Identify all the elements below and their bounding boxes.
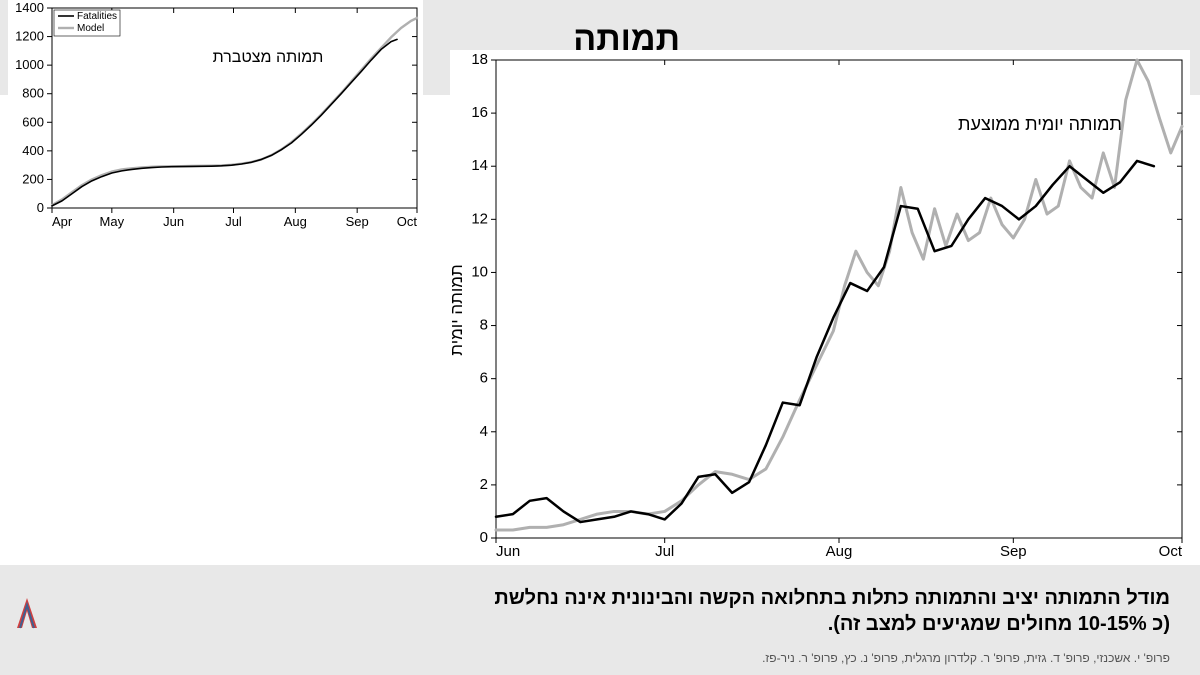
svg-text:0: 0	[37, 200, 44, 215]
svg-text:0: 0	[480, 529, 488, 546]
svg-text:Oct: Oct	[1159, 543, 1183, 560]
svg-text:Sep: Sep	[346, 214, 369, 229]
svg-text:Aug: Aug	[284, 214, 307, 229]
svg-text:800: 800	[22, 86, 44, 101]
svg-text:14: 14	[471, 157, 488, 174]
svg-text:Jun: Jun	[496, 543, 520, 560]
svg-text:Jun: Jun	[163, 214, 184, 229]
svg-text:600: 600	[22, 114, 44, 129]
svg-text:4: 4	[480, 423, 488, 440]
svg-text:Model: Model	[77, 23, 104, 34]
svg-text:1000: 1000	[15, 57, 44, 72]
summary-text: מודל התמותה יציב והתמותה כתלות בתחלואה ה…	[494, 585, 1170, 637]
svg-text:12: 12	[471, 210, 488, 227]
chart-cumulative-mortality: 0 200 400 600 800 1000 1200 1400 Apr May Jun Jul Aug…	[8, 0, 423, 230]
logo-icon	[12, 593, 42, 639]
svg-text:Fatalities: Fatalities	[77, 11, 117, 22]
svg-text:6: 6	[480, 370, 488, 387]
svg-text:Sep: Sep	[1000, 543, 1027, 560]
svg-text:10: 10	[471, 263, 488, 280]
credits-text: פרופ' י. אשכנזי, פרופ' ד. גזית, פרופ' ר.…	[762, 651, 1170, 665]
svg-text:תמותה יומית ממוצעת: תמותה יומית ממוצעת	[958, 114, 1122, 134]
chart-daily-mortality: 0 2 4 6 8 10 12 14 16 18 Jun Jul Aug Sep Oct תמותה יומי…	[450, 50, 1190, 564]
svg-text:Oct: Oct	[397, 214, 418, 229]
svg-text:18: 18	[471, 51, 488, 68]
svg-text:תמותה יומית: תמותה יומית	[450, 264, 466, 355]
svg-text:Aug: Aug	[826, 543, 853, 560]
svg-text:8: 8	[480, 317, 488, 334]
svg-text:400: 400	[22, 143, 44, 158]
svg-text:May: May	[100, 214, 125, 229]
svg-text:2: 2	[480, 476, 488, 493]
svg-text:1200: 1200	[15, 29, 44, 44]
summary-line-1: מודל התמותה יציב והתמותה כתלות בתחלואה ה…	[494, 585, 1170, 611]
svg-text:200: 200	[22, 171, 44, 186]
svg-text:Jul: Jul	[655, 543, 674, 560]
svg-text:Apr: Apr	[52, 214, 73, 229]
svg-text:1400: 1400	[15, 0, 44, 15]
bottom-band: מודל התמותה יציב והתמותה כתלות בתחלואה ה…	[0, 565, 1200, 675]
svg-text:תמותה מצטברת: תמותה מצטברת	[213, 49, 324, 66]
svg-text:16: 16	[471, 104, 488, 121]
svg-text:Jul: Jul	[225, 214, 242, 229]
summary-line-2: (כ 10-15% מחולים שמגיעים למצב זה).	[494, 611, 1170, 637]
